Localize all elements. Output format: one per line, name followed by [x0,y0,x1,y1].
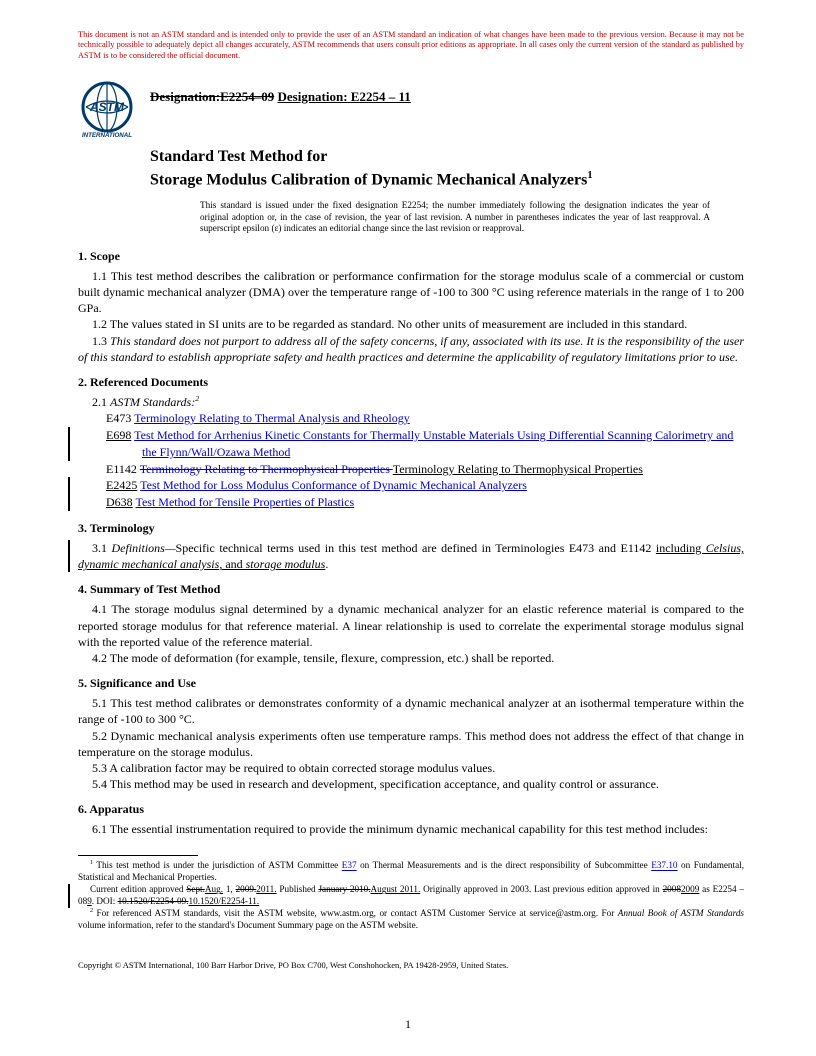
section-1-head: 1. Scope [78,249,744,264]
para-5-1: 5.1 This test method calibrates or demon… [78,695,744,727]
ref-e2425-link[interactable]: Test Method for Loss Modulus Conformance… [140,478,527,492]
svg-text:INTERNATIONAL: INTERNATIONAL [82,132,132,139]
footnote-1-line2: Current edition approved Sept.Aug. 1, 20… [78,884,744,908]
para-4-1: 4.1 The storage modulus signal determine… [78,601,744,650]
page-number: 1 [0,1017,816,1032]
section-6-head: 6. Apparatus [78,802,744,817]
footnote-link-e37[interactable]: E37 [342,861,357,871]
ref-e698: E698 Test Method for Arrhenius Kinetic C… [78,427,744,461]
change-bar-3-1: 3.1 Definitions—Specific technical terms… [68,540,744,572]
para-5-4: 5.4 This method may be used in research … [78,776,744,792]
para-5-3: 5.3 A calibration factor may be required… [78,760,744,776]
para-6-1: 6.1 The essential instrumentation requir… [78,821,744,837]
section-2-head: 2. Referenced Documents [78,375,744,390]
document-page: This document is not an ASTM standard an… [0,0,816,1000]
ref-e1142-old: Terminology Relating to Thermophysical P… [140,462,393,476]
para-4-2: 4.2 The mode of deformation (for example… [78,650,744,666]
ref-e698-link[interactable]: Test Method for Arrhenius Kinetic Consta… [134,428,733,459]
designation-line: Designation:E2254–09 Designation: E2254 … [150,89,411,105]
para-3-1: 3.1 Definitions—Specific technical terms… [78,540,744,572]
para-5-2: 5.2 Dynamic mechanical analysis experime… [78,728,744,760]
astm-logo: ASTM INTERNATIONAL [78,81,136,139]
title-footnote-ref: 1 [587,170,592,181]
change-bar-refs2: E2425 Test Method for Loss Modulus Confo… [68,477,744,511]
section-5-head: 5. Significance and Use [78,676,744,691]
title-line1: Standard Test Method for [150,147,744,167]
footnote-1: 1 This test method is under the jurisdic… [78,860,744,884]
title-line2: Storage Modulus Calibration of Dynamic M… [150,169,744,190]
svg-text:ASTM: ASTM [89,100,125,114]
ref-d638: D638 Test Method for Tensile Properties … [78,494,744,511]
ref-e1142-new: Terminology Relating to Thermophysical P… [393,462,643,476]
ref-d638-link[interactable]: Test Method for Tensile Properties of Pl… [135,495,354,509]
header-row: ASTM INTERNATIONAL Designation:E2254–09 … [78,81,744,139]
ref-e473: E473 Terminology Relating to Thermal Ana… [78,410,744,427]
para-1-1: 1.1 This test method describes the calib… [78,268,744,317]
new-designation-num: E2254 – 11 [351,89,411,104]
para-1-2: 1.2 The values stated in SI units are to… [78,316,744,332]
change-bar-footnote: Current edition approved Sept.Aug. 1, 20… [68,884,744,908]
section-3-head: 3. Terminology [78,521,744,536]
para-2-1: 2.1 ASTM Standards:2 [78,394,744,410]
redline-notice: This document is not an ASTM standard an… [78,30,744,61]
ref-e2425: E2425 Test Method for Loss Modulus Confo… [78,477,744,494]
ref-e1142: E1142 Terminology Relating to Thermophys… [78,461,744,478]
old-designation-label: Designation: [150,89,220,104]
footnote-2: 2 For referenced ASTM standards, visit t… [78,908,744,932]
copyright-line: Copyright © ASTM International, 100 Barr… [78,960,744,970]
para-1-3: 1.3 1.3 This standard does not purport t… [78,333,744,365]
footnote-rule [78,855,198,856]
new-designation-label: Designation: [277,89,347,104]
ref-e473-link[interactable]: Terminology Relating to Thermal Analysis… [134,411,410,425]
footnote-link-e3710[interactable]: E37.10 [651,861,677,871]
old-designation-num: E2254–09 [220,89,274,104]
section-4-head: 4. Summary of Test Method [78,582,744,597]
change-bar-refs: E698 Test Method for Arrhenius Kinetic C… [68,427,744,461]
title-block: Standard Test Method for Storage Modulus… [150,147,744,235]
issuance-note: This standard is issued under the fixed … [200,200,710,235]
